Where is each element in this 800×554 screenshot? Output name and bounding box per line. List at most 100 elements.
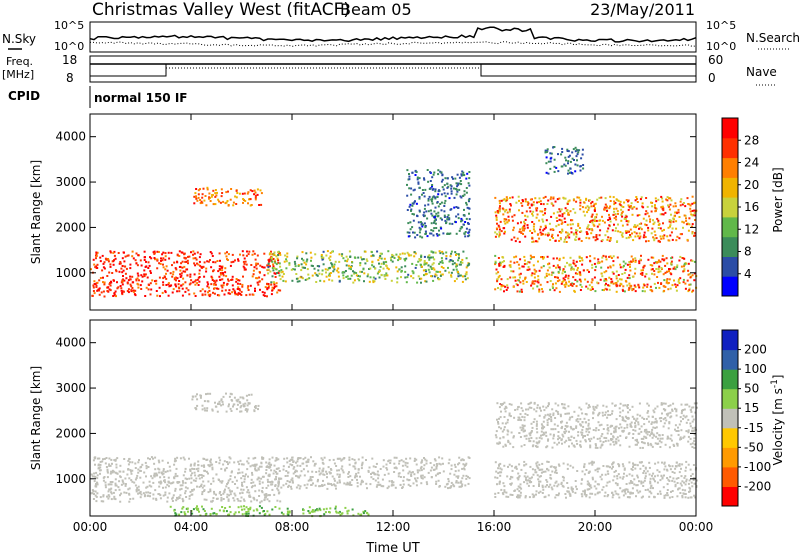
power-cell bbox=[690, 259, 693, 262]
velocity-cell bbox=[196, 404, 199, 407]
power-cell bbox=[450, 252, 453, 255]
power-cell bbox=[263, 294, 266, 297]
velocity-cell bbox=[496, 402, 499, 405]
power-cell bbox=[208, 197, 210, 200]
velocity-cell bbox=[293, 466, 296, 469]
power-cell bbox=[567, 150, 570, 153]
power-cell bbox=[143, 250, 146, 253]
power-cell bbox=[675, 239, 678, 242]
power-cell bbox=[553, 289, 556, 292]
power-cell bbox=[636, 201, 639, 203]
power-cell bbox=[659, 270, 662, 273]
velocity-cell bbox=[525, 476, 527, 479]
velocity-cell bbox=[524, 412, 527, 415]
velocity-cell bbox=[585, 495, 588, 498]
power-cell bbox=[563, 240, 566, 243]
power-cell bbox=[254, 198, 257, 201]
power-cell bbox=[514, 240, 517, 243]
velocity-cell bbox=[207, 472, 209, 475]
power-cell bbox=[650, 210, 653, 213]
power-cell bbox=[143, 269, 146, 272]
velocity-cell bbox=[279, 500, 282, 503]
power-cell bbox=[585, 285, 588, 288]
power-cell bbox=[147, 288, 150, 291]
velocity-cell bbox=[248, 495, 251, 498]
velocity-cell bbox=[643, 423, 646, 426]
power-cell bbox=[537, 281, 540, 284]
velocity-cell bbox=[412, 482, 415, 485]
power-cell bbox=[417, 221, 420, 224]
velocity-cell bbox=[652, 433, 655, 436]
power-cell bbox=[568, 171, 571, 174]
power-cell bbox=[390, 279, 393, 282]
power-cell bbox=[598, 234, 601, 237]
power-cell bbox=[589, 228, 592, 231]
power-cell bbox=[400, 266, 403, 269]
velocity-cell bbox=[535, 445, 537, 448]
power-cell bbox=[212, 291, 214, 294]
velocity-cell bbox=[636, 413, 639, 416]
velocity-cell bbox=[628, 461, 631, 464]
velocity-cell bbox=[631, 468, 634, 471]
power-cell bbox=[538, 288, 541, 291]
power-cell bbox=[399, 253, 402, 256]
power-cell bbox=[561, 147, 564, 150]
velocity-cell bbox=[262, 457, 265, 460]
power-cell bbox=[660, 283, 663, 285]
power-cell bbox=[609, 200, 612, 202]
velocity-cell bbox=[618, 427, 620, 430]
power-cell bbox=[450, 208, 453, 211]
power-cell bbox=[574, 239, 577, 241]
velocity-cell bbox=[680, 429, 683, 432]
power-cell bbox=[657, 281, 659, 284]
power-cell bbox=[273, 259, 276, 262]
power-cell bbox=[670, 213, 672, 216]
velocity-cell bbox=[601, 433, 604, 435]
power-cell bbox=[494, 261, 497, 264]
power-cell bbox=[675, 289, 678, 292]
velocity-cell bbox=[503, 428, 506, 431]
power-cell bbox=[196, 282, 199, 285]
power-cell bbox=[684, 205, 687, 208]
power-cell bbox=[214, 261, 217, 264]
velocity-cell bbox=[204, 409, 207, 412]
power-cell bbox=[610, 281, 613, 284]
velocity-cell bbox=[275, 467, 278, 470]
power-cell bbox=[597, 258, 600, 261]
velocity-cell bbox=[190, 481, 193, 484]
power-cell bbox=[531, 212, 534, 215]
power-cell bbox=[605, 282, 607, 285]
velocity-cell bbox=[110, 483, 113, 486]
velocity-cell bbox=[662, 402, 665, 405]
power-cell bbox=[692, 289, 695, 292]
velocity-cell bbox=[538, 440, 541, 443]
cpid-label: CPID bbox=[8, 89, 40, 103]
power-cell bbox=[499, 205, 501, 208]
velocity-cell bbox=[223, 460, 226, 463]
velocity-cell bbox=[634, 467, 637, 470]
velocity-cell bbox=[174, 487, 177, 490]
power-cell bbox=[555, 266, 557, 269]
velocity-cell bbox=[406, 462, 409, 465]
noise-tick-left-low: 10^0 bbox=[54, 40, 84, 53]
velocity-cell bbox=[181, 497, 184, 500]
station-title: Christmas Valley West (fitACF) bbox=[92, 0, 350, 20]
power-cell bbox=[417, 181, 420, 184]
velocity-cell bbox=[541, 468, 544, 471]
power-cell bbox=[665, 198, 668, 201]
velocity-cell bbox=[240, 404, 243, 407]
power-cell bbox=[457, 213, 460, 216]
power-cell bbox=[164, 258, 167, 261]
power-cell bbox=[465, 203, 468, 206]
velocity-cell bbox=[647, 415, 650, 418]
power-cell bbox=[413, 231, 416, 234]
velocity-cell bbox=[508, 412, 511, 415]
velocity-cell bbox=[229, 490, 232, 493]
power-cell bbox=[407, 253, 410, 256]
velocity-cell bbox=[644, 477, 647, 480]
power-cell bbox=[603, 278, 606, 281]
velocity-cell bbox=[589, 440, 592, 443]
velocity-cell bbox=[598, 437, 601, 440]
velocity-cell bbox=[540, 437, 543, 440]
power-cell bbox=[523, 220, 525, 223]
